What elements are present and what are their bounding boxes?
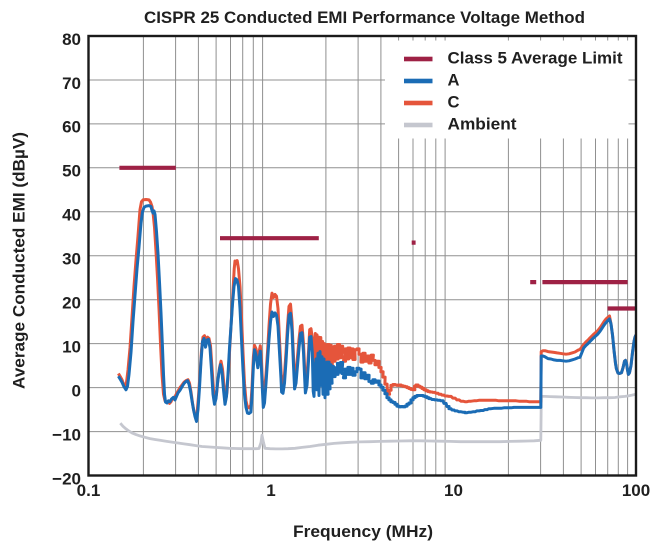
svg-text:−10: −10 <box>52 425 81 444</box>
svg-text:70: 70 <box>62 74 81 93</box>
svg-text:Class 5 Average Limit: Class 5 Average Limit <box>448 48 623 67</box>
svg-text:Frequency (MHz): Frequency (MHz) <box>293 522 433 541</box>
svg-text:50: 50 <box>62 162 81 181</box>
svg-text:−20: −20 <box>52 469 81 488</box>
svg-text:10: 10 <box>444 481 463 500</box>
svg-text:60: 60 <box>62 118 81 137</box>
svg-text:C: C <box>448 92 460 111</box>
svg-text:10: 10 <box>62 337 81 356</box>
svg-text:20: 20 <box>62 294 81 313</box>
svg-text:A: A <box>448 70 460 89</box>
svg-text:Average Conducted EMI (dBµV): Average Conducted EMI (dBµV) <box>10 132 29 389</box>
svg-text:100: 100 <box>622 481 650 500</box>
svg-text:Ambient: Ambient <box>448 114 517 133</box>
svg-text:40: 40 <box>62 206 81 225</box>
svg-text:CISPR 25 Conducted EMI Perform: CISPR 25 Conducted EMI Performance Volta… <box>144 8 585 27</box>
svg-text:0: 0 <box>72 381 81 400</box>
svg-text:0.1: 0.1 <box>77 481 101 500</box>
svg-text:1: 1 <box>266 481 275 500</box>
svg-text:30: 30 <box>62 250 81 269</box>
svg-text:80: 80 <box>62 30 81 49</box>
